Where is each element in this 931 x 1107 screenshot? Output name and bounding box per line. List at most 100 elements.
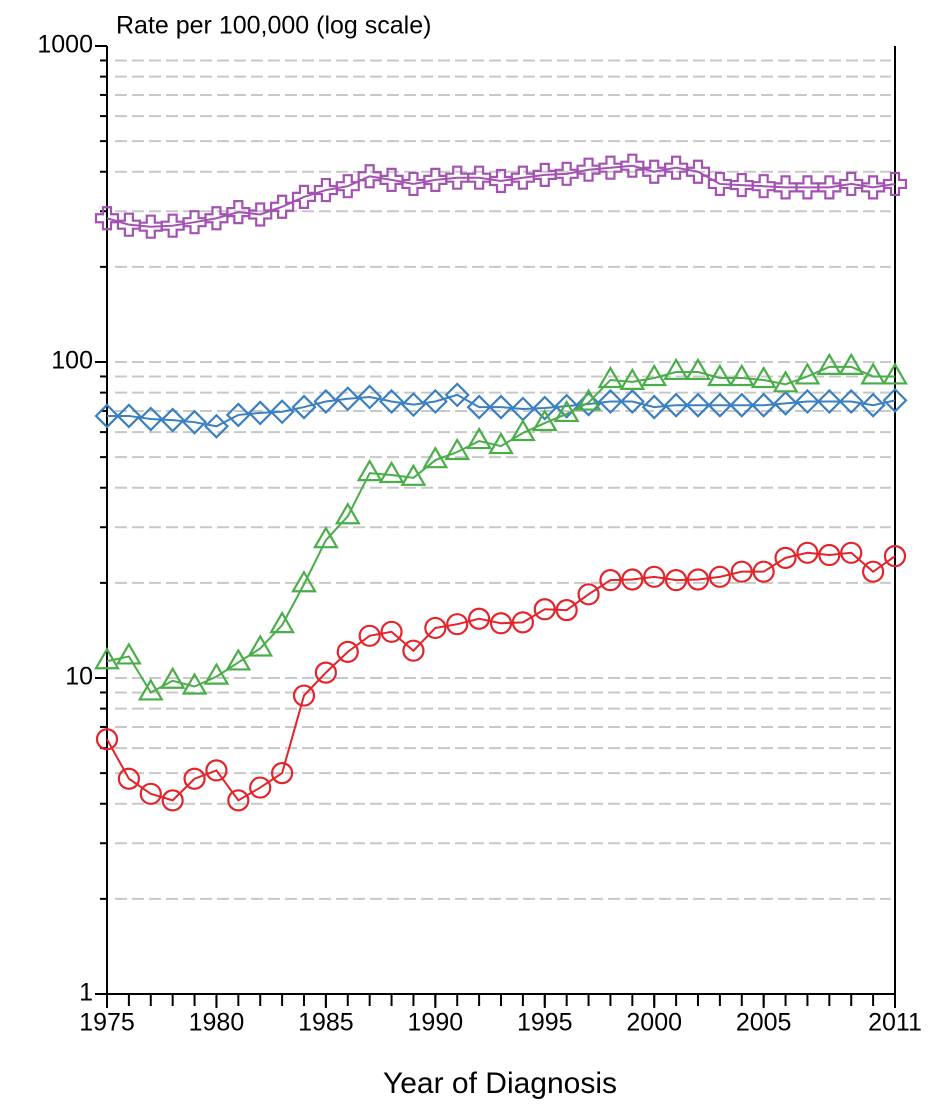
marker: [117, 767, 140, 790]
marker: [860, 392, 886, 418]
marker: [597, 388, 624, 415]
marker: [335, 386, 361, 412]
marker: [708, 565, 731, 588]
marker: [423, 167, 448, 192]
marker: [161, 789, 184, 812]
marker: [249, 776, 272, 799]
marker: [838, 352, 865, 375]
marker: [510, 165, 535, 190]
marker: [643, 565, 666, 588]
marker: [291, 394, 317, 420]
marker: [422, 388, 448, 415]
marker: [115, 642, 142, 665]
x-tick-label: 1990: [408, 1009, 464, 1037]
marker: [794, 362, 821, 385]
marker: [488, 394, 514, 420]
marker: [642, 159, 667, 184]
y-tick-label: 100: [51, 347, 93, 375]
marker: [313, 388, 339, 415]
marker: [555, 599, 578, 622]
marker: [707, 171, 732, 197]
x-tick-label: 1985: [298, 1009, 354, 1037]
marker: [729, 392, 755, 418]
marker: [424, 616, 447, 640]
marker: [291, 570, 317, 593]
marker: [663, 357, 690, 381]
marker: [269, 610, 296, 634]
x-tick-label: 1980: [189, 1009, 245, 1037]
marker: [641, 363, 668, 387]
marker: [203, 413, 230, 439]
marker: [707, 392, 733, 418]
marker: [269, 399, 295, 425]
marker: [203, 662, 230, 685]
marker: [182, 210, 207, 235]
marker: [665, 569, 688, 592]
marker: [204, 206, 229, 231]
marker: [620, 153, 645, 178]
marker: [532, 162, 557, 187]
marker: [839, 171, 864, 197]
marker: [685, 159, 711, 184]
chart-title: Rate per 100,000 (log scale): [116, 12, 431, 40]
marker: [489, 612, 513, 635]
marker: [882, 362, 908, 385]
marker: [225, 648, 252, 671]
marker: [685, 392, 711, 418]
marker: [379, 167, 404, 192]
marker: [795, 175, 820, 200]
marker: [751, 174, 776, 199]
marker: [663, 392, 689, 418]
marker: [575, 391, 602, 417]
marker: [862, 560, 885, 583]
marker: [357, 164, 382, 189]
marker: [818, 543, 841, 567]
marker: [619, 388, 645, 415]
marker: [641, 394, 667, 420]
marker: [95, 728, 119, 751]
marker: [838, 388, 864, 415]
marker: [138, 406, 164, 432]
marker: [860, 362, 887, 385]
marker: [466, 426, 493, 450]
marker: [402, 639, 425, 662]
marker: [598, 155, 623, 180]
marker: [94, 403, 120, 429]
marker: [883, 545, 907, 568]
marker: [400, 392, 427, 418]
marker: [160, 407, 186, 433]
marker: [181, 409, 208, 435]
marker: [270, 194, 295, 219]
marker: [816, 388, 842, 415]
marker: [226, 200, 251, 225]
marker: [774, 546, 797, 569]
marker: [553, 399, 580, 423]
marker: [247, 634, 274, 657]
marker: [575, 388, 602, 411]
marker: [532, 395, 558, 421]
marker: [94, 647, 120, 670]
marker: [227, 789, 250, 812]
marker: [817, 175, 842, 200]
marker: [488, 168, 514, 194]
x-tick-label: 2000: [626, 1009, 682, 1037]
marker: [467, 165, 492, 190]
marker: [840, 541, 863, 564]
marker: [181, 672, 208, 695]
x-tick-label: 2011: [868, 1009, 922, 1037]
marker: [468, 607, 491, 630]
marker: [752, 560, 775, 583]
marker: [138, 214, 163, 239]
marker: [444, 382, 470, 408]
marker: [247, 400, 273, 426]
marker: [313, 177, 338, 203]
marker: [160, 213, 185, 238]
marker: [773, 175, 798, 200]
marker: [445, 165, 470, 190]
marker: [94, 206, 120, 231]
marker: [137, 678, 164, 701]
marker: [466, 394, 492, 420]
marker: [621, 568, 644, 591]
marker: [531, 408, 558, 432]
marker: [554, 393, 580, 419]
